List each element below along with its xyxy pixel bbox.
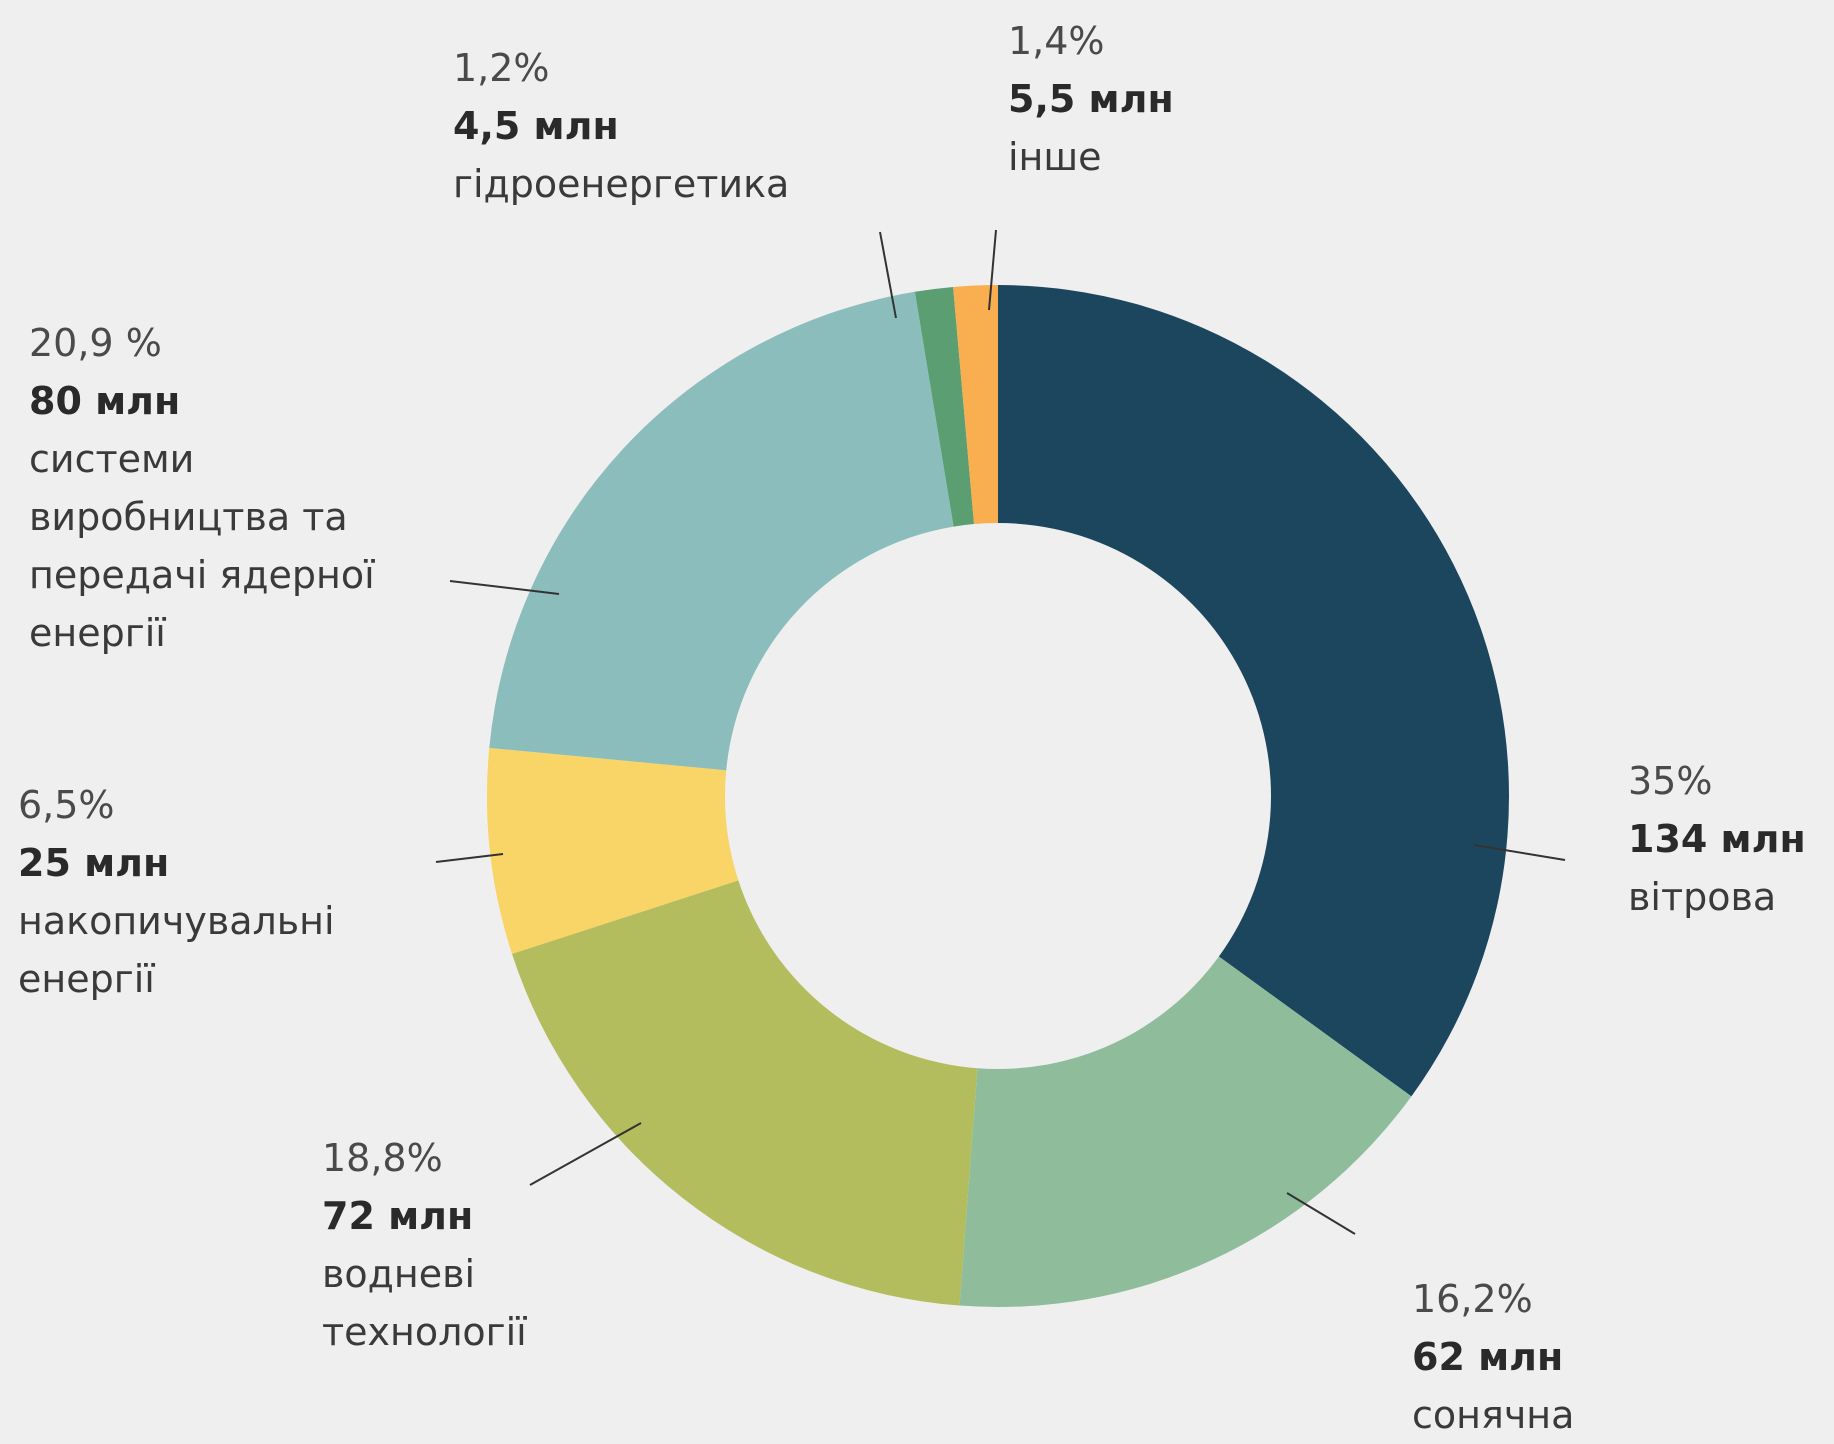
amount-label: 4,5 млн — [453, 104, 619, 148]
percent-label: 16,2% — [1412, 1277, 1533, 1321]
percent-label: 35% — [1628, 759, 1713, 803]
percent-label: 6,5% — [18, 783, 115, 827]
slice-label: 1,2% 4,5 млн гідроенергетика — [453, 39, 933, 213]
donut-slice — [953, 285, 998, 525]
leader-line — [435, 853, 504, 863]
leader-line — [449, 580, 560, 595]
category-label: сонячна — [1412, 1393, 1575, 1437]
amount-label: 80 млн — [29, 379, 181, 423]
percent-label: 1,2% — [453, 46, 550, 90]
percent-label: 18,8% — [322, 1136, 443, 1180]
donut-slice — [489, 291, 954, 771]
category-label: вітрова — [1628, 875, 1777, 919]
leader-line — [1286, 1192, 1356, 1235]
donut-slice — [512, 880, 978, 1306]
percent-label: 20,9 % — [29, 321, 162, 365]
leader-line — [879, 231, 897, 319]
donut-slice — [486, 747, 739, 954]
donut-slice — [998, 285, 1509, 1097]
slice-label: 20,9 % 80 млн системи виробництва та перед… — [29, 314, 449, 662]
amount-label: 5,5 млн — [1008, 77, 1174, 121]
donut-slice — [959, 956, 1412, 1307]
slice-label: 1,4% 5,5 млн інше — [1008, 12, 1308, 186]
slice-label: 18,8% 72 млн водневі технології — [322, 1129, 622, 1361]
percent-label: 1,4% — [1008, 19, 1105, 63]
leader-line — [529, 1122, 642, 1186]
category-label: гідроенергетика — [453, 162, 790, 206]
leader-line — [988, 229, 997, 311]
amount-label: 25 млн — [18, 841, 170, 885]
slice-label: 6,5% 25 млн накопичувальні енергії — [18, 776, 438, 1008]
category-label: накопичувальні енергії — [18, 899, 335, 1001]
category-label: водневі технології — [322, 1252, 527, 1354]
amount-label: 72 млн — [322, 1194, 474, 1238]
category-label: інше — [1008, 135, 1102, 179]
leader-line — [1473, 844, 1566, 861]
amount-label: 62 млн — [1412, 1335, 1564, 1379]
slice-label: 16,2% 62 млн сонячна — [1412, 1270, 1812, 1444]
slice-label: 35% 134 млн вітрова — [1628, 752, 1834, 926]
category-label: системи виробництва та передачі ядерної … — [29, 437, 375, 655]
amount-label: 134 млн — [1628, 817, 1806, 861]
donut-slice — [914, 286, 975, 527]
